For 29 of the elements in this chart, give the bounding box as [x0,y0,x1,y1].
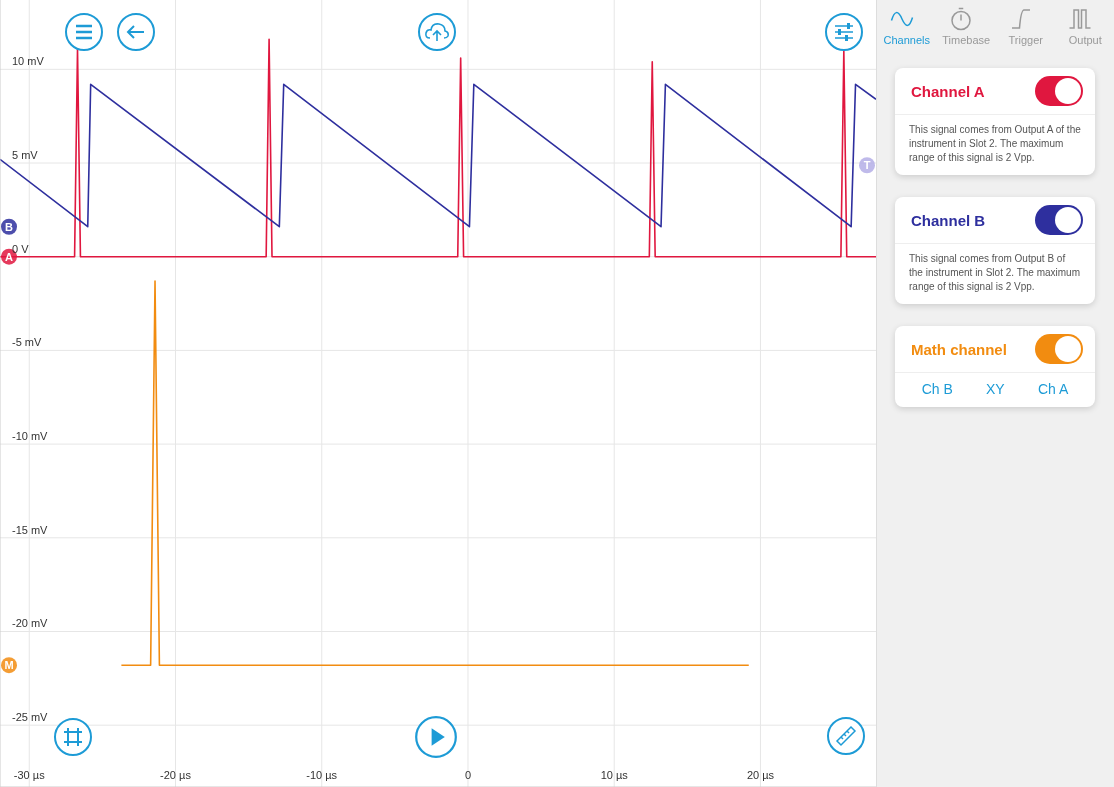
x-tick-label: -30 µs [13,769,46,781]
y-tick-label: -5 mV [12,336,42,349]
y-tick-label: -15 mV [12,523,49,536]
legend-label: Math channel [911,340,1007,358]
text: Output [1067,34,1103,46]
text: Channel B [911,211,986,229]
text: Timebase [941,34,992,46]
text: Channel A [911,82,985,100]
x-tick-label: -10 µs [306,769,338,781]
x-tick-label: -20 µs [160,769,192,781]
x-tick-label: 10 µs [600,769,629,781]
x-tick-label: 0 [464,769,472,781]
text: This signal comes from Output B of the instrument in Slot 2. The maximum range of this signal is 2 Vpp. [908,252,1081,294]
y-tick-label: -20 mV [12,617,49,630]
text: Ch A [1037,381,1069,397]
x-tick-label: 20 µs [746,769,775,781]
annotation: T [863,159,871,172]
y-tick-label: 5 mV [12,148,39,161]
annotation: B [5,220,14,233]
y-tick-label: -25 mV [12,711,49,724]
annotation: M [4,659,14,672]
text: Channels [882,34,931,46]
y-tick-label: 10 mV [12,55,45,68]
text: This signal comes from Output A of the instrument in Slot 2. The maximum range of this signal is 2 Vpp. [908,123,1082,165]
text: Trigger [1007,34,1044,46]
text: Ch B [921,381,953,397]
y-tick-label: -10 mV [12,430,49,442]
text: XY [986,381,1005,397]
y-tick-label: 0 V [12,242,30,255]
